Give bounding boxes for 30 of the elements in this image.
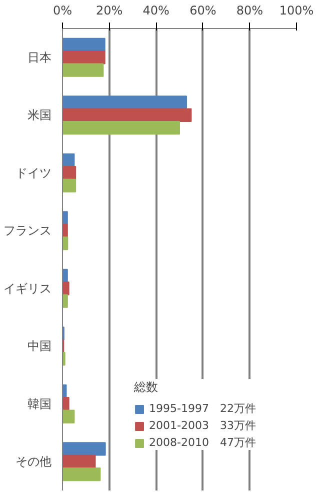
bar bbox=[62, 120, 180, 135]
bar bbox=[62, 467, 101, 482]
x-tick-label: 60% bbox=[190, 4, 216, 18]
bar bbox=[62, 108, 192, 122]
x-tick-label: 0% bbox=[52, 4, 72, 18]
bar bbox=[62, 454, 96, 468]
x-tick-label: 40% bbox=[142, 4, 170, 18]
legend-label: 2008-2010 47万件 bbox=[149, 435, 256, 450]
bar bbox=[62, 38, 106, 52]
legend-title: 総数 bbox=[134, 379, 160, 396]
bar bbox=[62, 294, 68, 308]
bar bbox=[62, 96, 188, 110]
bar bbox=[62, 178, 76, 192]
bar bbox=[62, 442, 106, 456]
x-tick-label: 20% bbox=[96, 4, 123, 18]
legend-label: 2001-2003 33万件 bbox=[149, 418, 256, 433]
bar bbox=[62, 50, 106, 64]
x-tick-label: 100% bbox=[279, 4, 314, 18]
y-tick-label: 韓国 bbox=[28, 396, 52, 411]
bar bbox=[62, 63, 104, 77]
y-tick-label: 中国 bbox=[28, 339, 52, 354]
y-tick-label: イギリス bbox=[4, 281, 52, 296]
y-tick-label: その他 bbox=[16, 454, 52, 469]
x-tick-label: 80% bbox=[236, 4, 264, 18]
y-tick-label: 米国 bbox=[28, 108, 52, 122]
bar bbox=[62, 410, 75, 424]
y-tick-label: フランス bbox=[4, 224, 52, 238]
y-tick-label: ドイツ bbox=[16, 166, 52, 180]
y-tick-label: 日本 bbox=[28, 50, 52, 64]
legend-label: 1995-1997 22万件 bbox=[149, 401, 256, 416]
